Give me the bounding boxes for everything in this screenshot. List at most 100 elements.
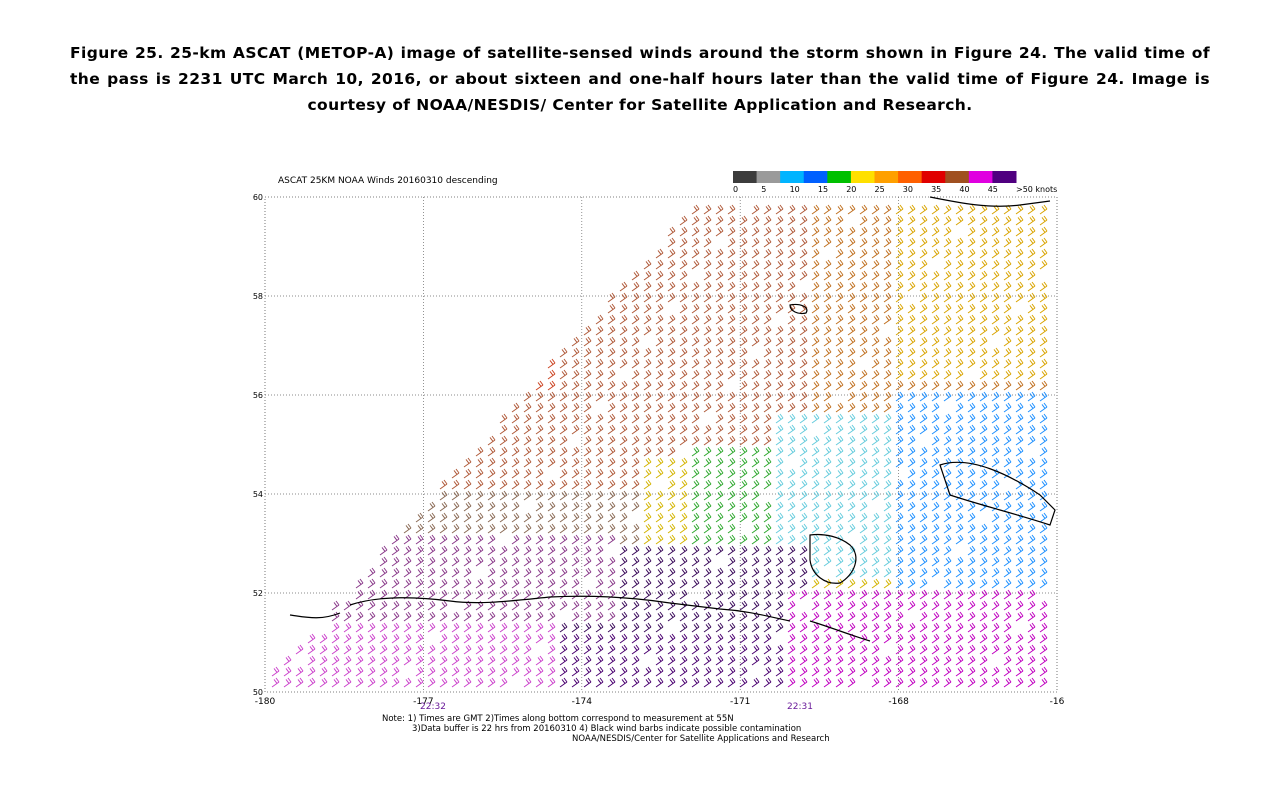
wind-barb	[583, 611, 592, 622]
wind-barb	[655, 578, 664, 589]
wind-barb	[667, 589, 676, 600]
wind-barb	[931, 402, 940, 413]
wind-barb	[823, 655, 832, 666]
wind-barb	[439, 567, 448, 578]
wind-barb	[643, 479, 652, 490]
wind-barb	[919, 545, 928, 556]
wind-barb	[763, 512, 772, 523]
wind-barb	[439, 644, 448, 655]
wind-barb	[619, 655, 628, 666]
wind-barb	[895, 215, 904, 226]
wind-barb	[679, 655, 688, 666]
wind-barb	[871, 435, 880, 446]
wind-barb	[511, 402, 520, 413]
wind-barb	[595, 457, 604, 468]
wind-barb	[607, 534, 616, 545]
wind-barb	[331, 622, 340, 633]
wind-barb	[679, 578, 688, 589]
wind-barb	[715, 457, 724, 468]
wind-barb	[1027, 413, 1036, 424]
wind-barb	[403, 545, 412, 556]
wind-barb	[607, 457, 616, 468]
wind-barb	[547, 622, 556, 633]
wind-barb	[751, 358, 760, 369]
wind-barb	[595, 523, 604, 534]
wind-barb	[655, 611, 664, 622]
wind-barb	[991, 611, 1000, 622]
wind-barb	[1039, 644, 1048, 655]
legend-swatch	[827, 171, 852, 183]
wind-barb	[955, 391, 964, 402]
wind-barb	[607, 314, 616, 325]
legend-swatch	[921, 171, 946, 183]
wind-barb	[751, 259, 760, 270]
wind-barb	[931, 479, 940, 490]
wind-barb	[1003, 633, 1012, 644]
wind-barb	[775, 534, 784, 545]
wind-barb	[619, 424, 628, 435]
wind-barb	[691, 633, 700, 644]
wind-barb	[571, 347, 580, 358]
wind-barb	[943, 204, 952, 215]
wind-barb	[751, 622, 760, 633]
wind-barb	[715, 226, 724, 237]
wind-barb	[619, 633, 628, 644]
wind-barb	[823, 237, 832, 248]
wind-barb	[775, 446, 784, 457]
wind-barb	[643, 578, 652, 589]
wind-barb	[403, 677, 412, 688]
wind-barb	[463, 479, 472, 490]
wind-barb	[1039, 369, 1048, 380]
wind-barb	[595, 325, 604, 336]
wind-barb	[583, 567, 592, 578]
wind-barb	[1015, 292, 1024, 303]
wind-barb	[859, 512, 868, 523]
wind-barb	[787, 402, 796, 413]
wind-barb	[727, 545, 736, 556]
wind-barb	[847, 578, 856, 589]
wind-barb	[691, 237, 700, 248]
wind-barb	[547, 567, 556, 578]
wind-barb	[931, 523, 940, 534]
wind-barb	[751, 226, 760, 237]
wind-barb	[967, 435, 976, 446]
wind-barb	[1039, 633, 1048, 644]
wind-barb	[1027, 347, 1036, 358]
wind-barb	[979, 611, 988, 622]
wind-barb	[367, 644, 376, 655]
wind-barb	[607, 446, 616, 457]
wind-barb	[1003, 215, 1012, 226]
wind-barb	[799, 424, 808, 435]
wind-barb	[811, 622, 820, 633]
wind-barb	[883, 479, 892, 490]
wind-barb	[967, 424, 976, 435]
wind-barb	[787, 479, 796, 490]
wind-barb	[1015, 391, 1024, 402]
wind-barb	[919, 402, 928, 413]
wind-barb	[643, 270, 652, 281]
wind-barb	[655, 292, 664, 303]
wind-barb	[571, 424, 580, 435]
wind-barb	[931, 336, 940, 347]
wind-barb	[379, 600, 388, 611]
wind-barb	[907, 666, 916, 677]
wind-barb	[907, 512, 916, 523]
wind-barb	[955, 402, 964, 413]
wind-barb	[703, 270, 712, 281]
wind-barb	[895, 578, 904, 589]
wind-barb	[895, 226, 904, 237]
wind-barb	[667, 677, 676, 688]
wind-barb	[643, 391, 652, 402]
wind-barb	[451, 677, 460, 688]
legend-label: 5	[761, 185, 766, 194]
wind-barb	[715, 215, 724, 226]
wind-barb	[799, 479, 808, 490]
wind-barb	[559, 402, 568, 413]
wind-barb	[775, 226, 784, 237]
wind-barb	[835, 633, 844, 644]
wind-barb	[307, 666, 316, 677]
wind-barb	[739, 644, 748, 655]
legend-swatch	[756, 171, 781, 183]
wind-barb	[763, 347, 772, 358]
wind-barb	[487, 611, 496, 622]
